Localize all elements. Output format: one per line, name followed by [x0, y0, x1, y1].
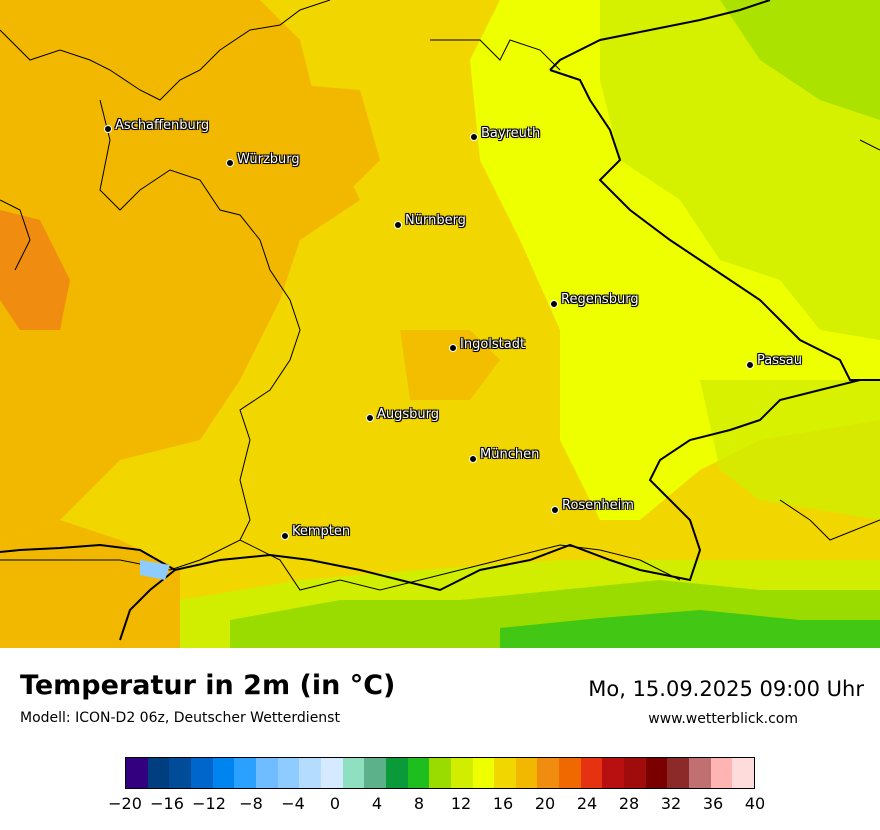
warm-region-north — [240, 80, 380, 210]
legend-swatch — [667, 758, 690, 788]
legend-tick-label: 40 — [744, 794, 766, 813]
legend-tick-label: 24 — [576, 794, 598, 813]
legend-tick-label: 32 — [660, 794, 682, 813]
city-marker — [449, 344, 457, 352]
city-marker — [104, 125, 112, 133]
legend-tick-label: 8 — [413, 794, 425, 813]
legend-swatch — [190, 758, 213, 788]
legend-ticks: −20 −16 −12 −8 −4 0 4 8 12 16 20 24 28 32 36 40 — [0, 794, 880, 816]
website-link[interactable]: www.wetterblick.com — [648, 711, 798, 727]
city-label-regensburg: Regensburg — [561, 292, 639, 307]
city-marker — [551, 506, 559, 514]
warm-region-southwest — [0, 520, 180, 648]
legend-swatch — [364, 758, 386, 788]
legend-swatch — [169, 758, 191, 788]
city-marker — [550, 300, 558, 308]
legend-swatch — [689, 758, 711, 788]
legend-tick-label: 4 — [371, 794, 383, 813]
map-canvas — [0, 0, 880, 648]
city-marker — [394, 221, 402, 229]
legend-tick-label: −20 — [108, 794, 142, 813]
legend-swatch — [450, 758, 473, 788]
legend-swatch — [320, 758, 343, 788]
legend-swatch — [494, 758, 516, 788]
city-label-rosenheim: Rosenheim — [562, 498, 634, 513]
legend-swatch — [234, 758, 256, 788]
lake-constance — [140, 560, 170, 580]
legend-tick-label: 28 — [618, 794, 640, 813]
legend-swatch — [407, 758, 430, 788]
legend-swatch — [515, 758, 538, 788]
legend-tick-label: 20 — [534, 794, 556, 813]
city-label-augsburg: Augsburg — [377, 407, 440, 422]
city-marker — [746, 361, 754, 369]
map-title: Temperatur in 2m (in °C) — [20, 670, 396, 701]
legend-swatch — [385, 758, 408, 788]
city-label-passau: Passau — [757, 353, 802, 368]
legend-tick-label: 12 — [450, 794, 472, 813]
alpine-cold — [500, 610, 880, 648]
legend-swatch — [429, 758, 451, 788]
legend-tick-label: −8 — [239, 794, 263, 813]
legend-tick-label: −4 — [281, 794, 305, 813]
legend-swatch — [645, 758, 668, 788]
legend-swatch — [710, 758, 733, 788]
forecast-datetime: Mo, 15.09.2025 09:00 Uhr — [588, 677, 864, 701]
legend-swatch — [580, 758, 603, 788]
legend-swatch — [255, 758, 278, 788]
city-label-muenchen: München — [480, 447, 540, 462]
color-legend — [125, 757, 755, 789]
city-label-bayreuth: Bayreuth — [481, 126, 541, 141]
hot-spot-west — [0, 210, 70, 330]
legend-swatch — [559, 758, 581, 788]
city-marker — [469, 455, 477, 463]
city-marker — [470, 133, 478, 141]
city-marker — [366, 414, 374, 422]
legend-swatch — [602, 758, 625, 788]
city-label-nuernberg: Nürnberg — [405, 213, 466, 228]
model-info: Modell: ICON-D2 06z, Deutscher Wetterdie… — [20, 710, 340, 726]
legend-swatch — [277, 758, 300, 788]
temperature-map: Aschaffenburg Würzburg Bayreuth Nürnberg… — [0, 0, 880, 648]
legend-tick-label: 0 — [329, 794, 341, 813]
legend-tick-label: 36 — [702, 794, 724, 813]
legend-swatch — [624, 758, 646, 788]
legend-swatch — [732, 758, 755, 788]
cooler-region-east — [700, 380, 880, 520]
legend-tick-label: −16 — [150, 794, 184, 813]
legend-tick-label: −12 — [192, 794, 226, 813]
legend-swatch — [147, 758, 170, 788]
city-label-ingolstadt: Ingolstadt — [460, 337, 526, 352]
city-marker — [281, 532, 289, 540]
legend-tick-label: 16 — [492, 794, 514, 813]
cool-spot-northeast — [720, 0, 880, 120]
city-marker — [226, 159, 234, 167]
city-label-kempten: Kempten — [292, 524, 351, 539]
city-label-aschaffenburg: Aschaffenburg — [115, 118, 210, 133]
legend-swatch — [342, 758, 365, 788]
warm-region-center — [400, 330, 500, 400]
legend-swatch — [299, 758, 321, 788]
legend-swatch — [537, 758, 560, 788]
legend-swatch — [212, 758, 235, 788]
legend-swatch — [472, 758, 495, 788]
city-label-wuerzburg: Würzburg — [237, 152, 300, 167]
legend-swatch — [126, 758, 148, 788]
